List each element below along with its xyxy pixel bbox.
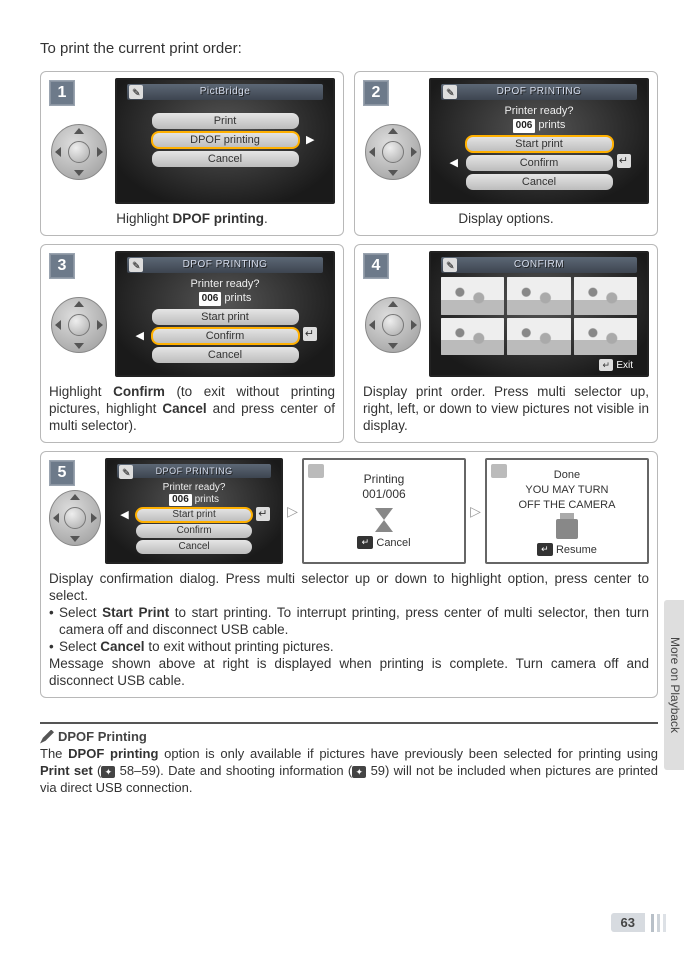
lcd-4-exit: ↵Exit	[599, 359, 633, 371]
lcd-4-thumbs	[441, 277, 637, 355]
lcd-5c-action: ↵Resume	[537, 543, 597, 556]
lcd-1-title: ✎PictBridge	[127, 84, 323, 100]
step-1-num: 1	[49, 80, 75, 106]
lcd-3: ✎DPOF PRINTING Printer ready? 006 prints…	[115, 251, 335, 377]
step-5-body: Display confirmation dialog. Press multi…	[49, 570, 649, 689]
lcd-2-confirm: Confirm	[466, 155, 613, 171]
pictbridge-icon: ✎	[443, 258, 457, 272]
enter-icon: ↵	[357, 536, 373, 549]
lcd-3-confirm: Confirm	[152, 328, 299, 344]
page-bars-icon	[651, 914, 666, 932]
flow-arrow-icon: ▷	[470, 503, 481, 520]
hourglass-icon	[375, 508, 393, 532]
step-4-num: 4	[363, 253, 389, 279]
step-5: 5 ✎DPOF PRINTING Printer ready? 006 prin…	[40, 451, 658, 698]
lcd-1-cancel: Cancel	[152, 151, 299, 167]
lcd-3-start: Start print	[152, 309, 299, 325]
lcd-5c-text: DoneYOU MAY TURNOFF THE CAMERA	[518, 468, 615, 513]
page-ref-icon: ✦	[101, 766, 115, 778]
note-divider	[40, 722, 658, 724]
pictbridge-icon	[308, 464, 324, 478]
note-section: DPOF Printing The DPOF printing option i…	[40, 722, 658, 796]
enter-icon: ↵	[537, 543, 553, 556]
step-3-caption: Highlight Confirm (to exit without print…	[49, 383, 335, 434]
pictbridge-icon	[491, 464, 507, 478]
step-4: 4 ✎CONFIRM ↵Exit Display print order. Pr…	[354, 244, 658, 443]
lcd-3-cancel: Cancel	[152, 347, 299, 363]
note-title: DPOF Printing	[40, 728, 658, 745]
lcd-2: ✎DPOF PRINTING Printer ready? 006 prints…	[429, 78, 649, 204]
steps-container: 1 ✎PictBridge Print DPOF printing Cancel…	[40, 71, 658, 698]
page-footer: 63	[611, 913, 666, 932]
lcd-5b: Printing001/006 ↵Cancel	[302, 458, 466, 564]
flow-arrow-icon: ▷	[287, 503, 298, 520]
lcd-2-cancel: Cancel	[466, 174, 613, 190]
step-1: 1 ✎PictBridge Print DPOF printing Cancel…	[40, 71, 344, 236]
enter-icon: ↵	[599, 359, 613, 371]
lcd-5a-start: Start print	[136, 508, 252, 522]
pictbridge-icon: ✎	[129, 258, 143, 272]
note-body: The DPOF printing option is only availab…	[40, 745, 658, 796]
pictbridge-icon: ✎	[443, 85, 457, 99]
step-3: 3 ✎DPOF PRINTING Printer ready? 006 prin…	[40, 244, 344, 443]
lcd-5a-title: ✎DPOF PRINTING	[117, 464, 271, 478]
lcd-4: ✎CONFIRM ↵Exit	[429, 251, 649, 377]
lcd-3-info: Printer ready? 006 prints	[190, 277, 259, 306]
printer-icon	[556, 519, 578, 539]
lcd-5a-confirm: Confirm	[136, 524, 252, 538]
lcd-5a: ✎DPOF PRINTING Printer ready? 006 prints…	[105, 458, 283, 564]
step-5-num: 5	[49, 460, 75, 486]
lcd-5b-text: Printing001/006	[362, 472, 405, 502]
step-2-num: 2	[363, 80, 389, 106]
lcd-5a-cancel: Cancel	[136, 540, 252, 554]
side-tab: More on Playback	[664, 600, 684, 770]
intro-text: To print the current print order:	[40, 40, 658, 57]
pencil-icon	[40, 730, 54, 744]
lcd-3-title: ✎DPOF PRINTING	[127, 257, 323, 273]
page-ref-icon: ✦	[352, 766, 366, 778]
pictbridge-icon: ✎	[119, 465, 133, 479]
page-number: 63	[611, 913, 645, 932]
step-4-caption: Display print order. Press multi selecto…	[363, 383, 649, 434]
lcd-2-title: ✎DPOF PRINTING	[441, 84, 637, 100]
lcd-1-print: Print	[152, 113, 299, 129]
step-1-caption: Highlight DPOF printing.	[49, 210, 335, 227]
step-2-caption: Display options.	[363, 210, 649, 227]
lcd-2-info: Printer ready? 006 prints	[504, 104, 573, 133]
step-2: 2 ✎DPOF PRINTING Printer ready? 006 prin…	[354, 71, 658, 236]
step-3-num: 3	[49, 253, 75, 279]
lcd-5a-info: Printer ready? 006 prints	[163, 482, 226, 506]
lcd-1: ✎PictBridge Print DPOF printing Cancel	[115, 78, 335, 204]
lcd-5c: DoneYOU MAY TURNOFF THE CAMERA ↵Resume	[485, 458, 649, 564]
lcd-1-dpof: DPOF printing	[152, 132, 299, 148]
lcd-5b-action: ↵Cancel	[357, 536, 410, 549]
pictbridge-icon: ✎	[129, 85, 143, 99]
lcd-2-start: Start print	[466, 136, 613, 152]
lcd-4-title: ✎CONFIRM	[441, 257, 637, 273]
